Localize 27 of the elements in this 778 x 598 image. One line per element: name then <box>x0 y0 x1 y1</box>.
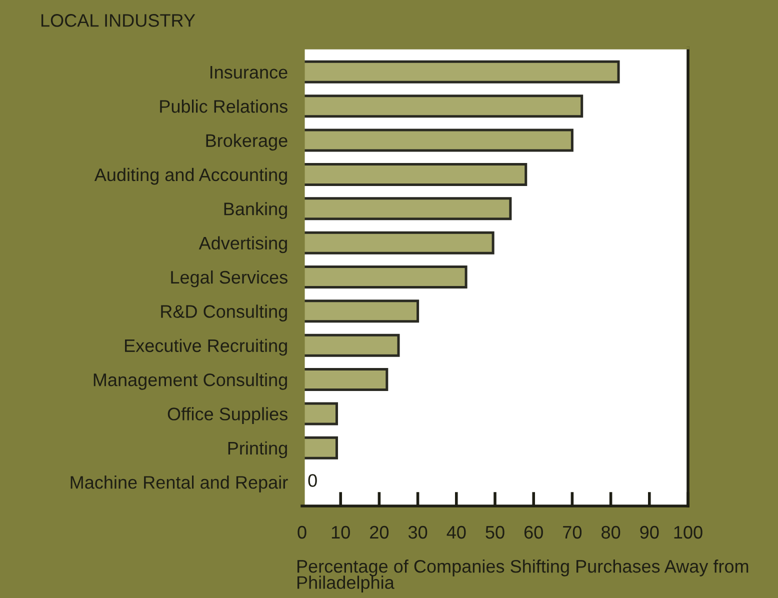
y-tick-label: Public Relations <box>160 100 288 113</box>
x-tick-label: 60 <box>524 526 543 539</box>
x-tick-label: 80 <box>602 526 620 539</box>
y-tick-label: Advertising <box>198 236 287 254</box>
y-tick-label: Auditing and Accounting <box>94 168 287 185</box>
y-tick-label: Management Consulting <box>94 372 287 390</box>
data-label: 0 <box>308 474 317 487</box>
y-tick-label: Machine Rental and Repair <box>70 476 288 492</box>
x-tick-label: 0 <box>298 526 306 539</box>
y-tick-label: Banking <box>224 202 287 219</box>
x-tick-label: 70 <box>563 526 582 539</box>
x-tick-label: 30 <box>408 526 428 539</box>
x-tick-label: 90 <box>640 526 659 539</box>
y-tick-label: R&D Consulting <box>161 304 287 322</box>
x-tick-label: 20 <box>370 526 389 539</box>
y-tick-label: Legal Services <box>171 270 288 288</box>
text: LOCAL INDUSTRY <box>41 14 196 27</box>
y-tick-label: Insurance <box>210 66 288 79</box>
x-tick-label: 10 <box>332 526 350 539</box>
y-tick-label: Executive Recruiting <box>125 338 287 356</box>
x-tick-label: 50 <box>486 526 504 539</box>
y-tick-label: Printing <box>228 441 287 458</box>
y-tick-label: Brokerage <box>206 134 288 151</box>
x-tick-label: 100 <box>674 526 702 539</box>
x-axis-title: Percentage of Companies Shifting Purchases Away from Philadelphia <box>297 559 748 593</box>
y-tick-label: Office Supplies <box>168 407 288 424</box>
x-tick-label: 40 <box>446 526 466 539</box>
